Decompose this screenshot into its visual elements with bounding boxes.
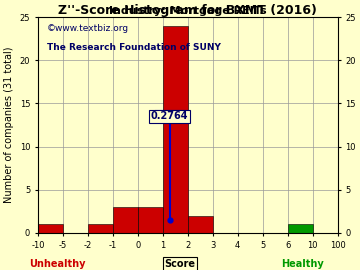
Bar: [188, 216, 213, 233]
Bar: [88, 224, 113, 233]
Bar: [288, 224, 313, 233]
Bar: [113, 207, 138, 233]
Bar: [138, 207, 163, 233]
Text: Score: Score: [165, 259, 195, 269]
Bar: [38, 224, 63, 233]
Y-axis label: Number of companies (31 total): Number of companies (31 total): [4, 47, 14, 203]
Text: 0.2764: 0.2764: [151, 112, 188, 122]
Bar: [163, 26, 188, 233]
Text: Unhealthy: Unhealthy: [30, 259, 86, 269]
Text: Healthy: Healthy: [281, 259, 324, 269]
Text: The Research Foundation of SUNY: The Research Foundation of SUNY: [47, 43, 221, 52]
Text: Industry: Mortgage REITs: Industry: Mortgage REITs: [109, 6, 267, 16]
Title: Z''-Score Histogram for BXMT (2016): Z''-Score Histogram for BXMT (2016): [58, 4, 317, 17]
Text: ©www.textbiz.org: ©www.textbiz.org: [47, 24, 129, 33]
